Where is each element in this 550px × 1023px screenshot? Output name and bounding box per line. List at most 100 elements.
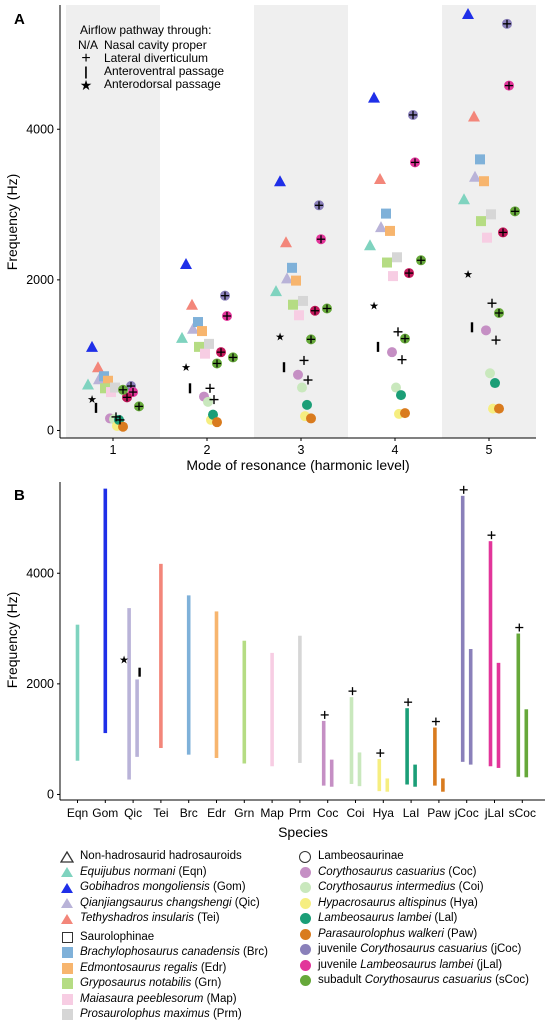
legend-item-tei: Tethyshadros insularis (Tei): [60, 911, 268, 927]
circle-icon: [298, 975, 312, 987]
point-coc-lg-mode-1: [94, 402, 98, 413]
square-icon: [60, 993, 74, 1005]
point-prm-mode-2: [204, 338, 214, 349]
legend-item-coi: Corythosaurus intermedius (Coi): [298, 880, 529, 896]
x-tick-label: 4: [392, 443, 399, 457]
range-bar-brc: [186, 595, 191, 755]
point-brc-mode-5: [475, 154, 485, 165]
range-bar-hya-secondary: [385, 778, 390, 792]
range-bar-map: [270, 652, 274, 767]
point-qic-mode-5: [469, 170, 481, 182]
legend-item-hya: Hypacrosaurus altispinus (Hya): [298, 896, 529, 912]
range-bar-jcoc: [460, 495, 465, 762]
point-lal-mode-2: [208, 409, 218, 420]
point-qic-st-mode-3: ★: [275, 331, 285, 343]
range-bar-coc-secondary: [329, 759, 334, 787]
circle-icon: [298, 897, 312, 909]
point-brc-mode-3: [287, 262, 297, 273]
panel-a-x-ticks: 1 2 3 4 5: [110, 438, 493, 457]
square-icon: [60, 1009, 74, 1021]
panel-a-shading: [66, 5, 536, 438]
point-coi-mode-4: [391, 382, 401, 393]
legend-item-prm: Prosaurolophus maximus (Prm): [60, 1007, 268, 1023]
triangle-icon: [60, 866, 74, 878]
point-grn-mode-3: [288, 299, 298, 310]
range-bar-lai-secondary: [413, 764, 417, 787]
range-bar-qic-secondary: [135, 679, 139, 757]
x-tick-label: LaI: [403, 806, 420, 820]
legend-item-lal: Lambeosaurus lambei (Lal): [298, 911, 529, 927]
range-bar-coi: [349, 697, 354, 784]
y-tick-label: 2000: [26, 677, 54, 691]
panel-b-y-ticks: 0 2000 4000: [26, 566, 60, 801]
range-bar-qic: [127, 608, 131, 780]
y-tick-label: 4000: [26, 566, 54, 580]
point-lal-mode-3: [302, 399, 312, 410]
point-edr-mode-4: [385, 225, 395, 236]
triangle-icon: [60, 882, 74, 894]
point-coc-mode-5: [481, 325, 491, 336]
point-qic-st-mode-1: ★: [87, 394, 97, 406]
airflow-label-lateral-diverticulum: Lateral diverticulum: [104, 51, 208, 65]
x-tick-label: 2: [204, 443, 211, 457]
range-bar-coi-secondary: [357, 752, 362, 787]
range-bar-tei: [159, 563, 163, 749]
point-map-mode-4: [388, 271, 398, 282]
point-paw-mode-5: [494, 403, 504, 414]
triangle-icon: [60, 897, 74, 909]
x-tick-label: Grn: [234, 806, 254, 820]
legend-item-grn: Gryposaurus notabilis (Grn): [60, 976, 268, 992]
point-eqn-mode-3: [270, 285, 282, 297]
x-tick-label: Paw: [427, 806, 451, 820]
x-tick-label: 1: [110, 443, 117, 457]
point-grn-mode-4: [382, 257, 392, 268]
x-tick-label: Eqn: [67, 806, 88, 820]
x-tick-label: Edr: [207, 806, 226, 820]
point-brc-mode-2: [193, 317, 203, 328]
legend-item-map: Maiasaura peeblesorum (Map): [60, 992, 268, 1008]
point-coi-mode-5: [485, 368, 495, 379]
mode-band-5: [442, 5, 536, 438]
panel-b-axes: [59, 482, 545, 801]
legend-item-qic: Qianjiangsaurus changshengi (Qic): [60, 896, 268, 912]
airflow-legend-title: Airflow pathway through:: [80, 23, 211, 37]
panel-b-x-axis-label: Species: [278, 824, 328, 840]
panel-label-a: A: [14, 11, 25, 28]
panel-a-y-ticks: 0 2000 4000: [26, 122, 60, 437]
point-tei-mode-5: [468, 110, 480, 122]
range-bar-paw-secondary: [441, 778, 445, 792]
legend-item-paw: Parasaurolophus walkeri (Paw): [298, 927, 529, 943]
legend-left: Non-hadrosaurid hadrosauroids Equijubus …: [60, 849, 268, 1023]
triangle-outline-icon: [60, 850, 74, 863]
point-qic-mode-4: [375, 221, 387, 233]
range-bar-hya: [377, 759, 382, 792]
point-paw-mode-4: [400, 408, 410, 419]
range-bar-jlai-secondary: [496, 662, 501, 768]
point-edr-mode-2: [197, 326, 207, 337]
point-gom-mode-4: [368, 91, 380, 103]
panel-a-x-axis-label: Mode of resonance (harmonic level): [186, 457, 409, 473]
x-tick-label: 5: [486, 443, 493, 457]
point-prm-mode-5: [486, 209, 496, 220]
range-bar-lai: [405, 708, 409, 785]
point-edr-mode-3: [291, 275, 301, 286]
point-coc-lg-mode-4: [376, 341, 380, 352]
x-tick-label: Coi: [346, 806, 364, 820]
point-eqn-mode-1: [82, 378, 94, 390]
circle-icon: [298, 913, 312, 925]
airflow-label-anteroventral: Anteroventral passage: [104, 64, 224, 78]
x-tick-label: Prm: [289, 806, 311, 820]
point-paw-mode-3: [306, 413, 316, 424]
x-tick-label: Qic: [124, 806, 142, 820]
point-eqn-mode-4: [364, 239, 376, 251]
point-prm-mode-4: [392, 252, 402, 263]
range-bar-prm: [298, 635, 302, 763]
point-tei-mode-1: [92, 361, 104, 373]
legend-item-scoc: subadult Corythosaurus casuarius (sCoc): [298, 973, 529, 989]
airflow-label-nasal-cavity: Nasal cavity proper: [104, 38, 207, 52]
legend-header-lambeosaurinae: Lambeosaurinae: [298, 849, 529, 865]
legend-header-nonhadrosaurid: Non-hadrosaurid hadrosauroids: [60, 849, 268, 865]
point-edr-mode-5: [479, 176, 489, 187]
mode-band-3: [254, 5, 348, 438]
